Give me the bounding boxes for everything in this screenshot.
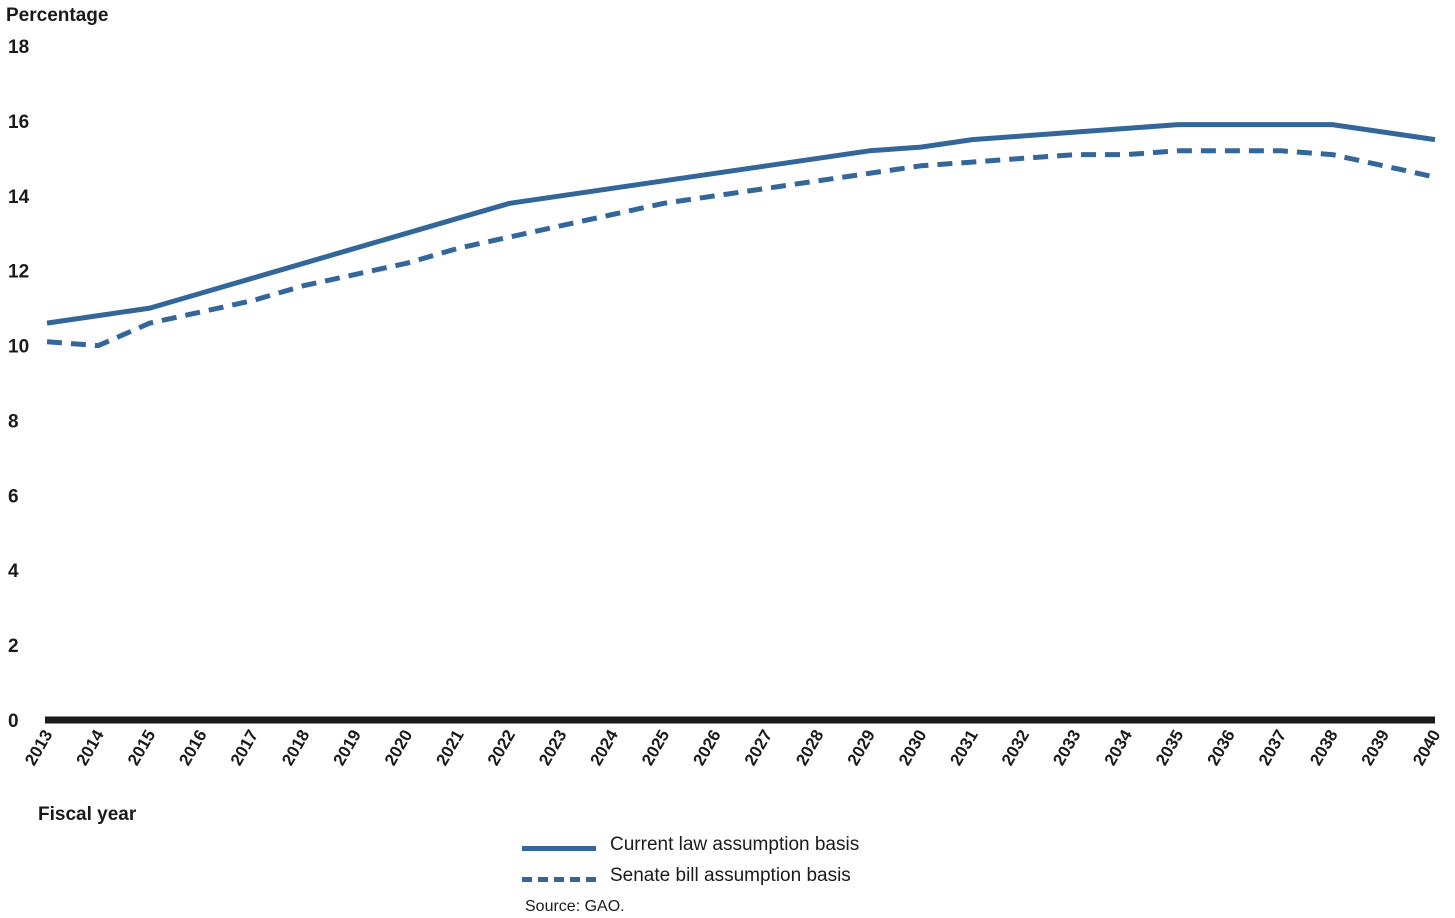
x-tick-label: 2036 xyxy=(1203,727,1238,769)
legend-item-senate-bill: Senate bill assumption basis xyxy=(522,865,942,891)
y-tick-label: 0 xyxy=(8,711,19,732)
x-tick-label: 2014 xyxy=(73,726,109,769)
x-tick-label: 2027 xyxy=(741,727,776,769)
legend-label: Senate bill assumption basis xyxy=(610,865,851,886)
x-tick-label: 2026 xyxy=(689,727,724,769)
y-tick-label: 18 xyxy=(8,37,29,58)
y-axis-title: Percentage xyxy=(6,5,109,26)
x-axis-ticks: 2013 2014 2015 2016 2017 2018 2019 2020 2021 2022… xyxy=(21,726,1444,769)
x-tick-label: 2022 xyxy=(484,727,519,769)
x-tick-label: 2015 xyxy=(124,727,159,769)
series-lines xyxy=(46,122,1436,349)
x-tick-label: 2024 xyxy=(587,726,623,769)
x-tick-label: 2016 xyxy=(175,727,210,769)
series-line-current-law xyxy=(46,122,1436,326)
y-tick-label: 2 xyxy=(8,636,19,657)
series-line-senate-bill xyxy=(46,148,1436,349)
y-tick-label: 16 xyxy=(8,112,29,133)
x-tick-label: 2020 xyxy=(381,727,416,769)
x-tick-label: 2038 xyxy=(1306,727,1341,769)
y-tick-label: 6 xyxy=(8,486,19,507)
y-tick-label: 4 xyxy=(8,561,19,582)
legend-label: Current law assumption basis xyxy=(610,834,860,855)
legend-item-current-law: Current law assumption basis xyxy=(522,834,942,860)
x-tick-label: 2025 xyxy=(638,727,673,769)
legend-swatch-dashed xyxy=(522,877,596,882)
x-tick-label: 2018 xyxy=(278,727,313,769)
y-tick-label: 12 xyxy=(8,262,29,283)
y-tick-label: 8 xyxy=(8,411,19,432)
x-tick-label: 2017 xyxy=(227,727,262,769)
legend-swatch-solid xyxy=(522,846,596,851)
x-tick-label: 2033 xyxy=(1049,727,1084,769)
x-tick-label: 2029 xyxy=(844,727,879,769)
x-axis-title: Fiscal year xyxy=(38,804,137,825)
x-tick-label: 2032 xyxy=(998,727,1033,769)
x-tick-label: 2023 xyxy=(535,727,570,769)
y-tick-label: 10 xyxy=(8,337,29,358)
x-tick-label: 2040 xyxy=(1409,727,1444,769)
source-note: Source: GAO. xyxy=(525,898,625,915)
x-tick-label: 2028 xyxy=(792,727,827,769)
x-tick-label: 2037 xyxy=(1255,727,1290,769)
x-tick-label: 2019 xyxy=(330,727,365,769)
x-tick-label: 2030 xyxy=(895,727,930,769)
x-tick-label: 2021 xyxy=(432,727,467,769)
x-tick-label: 2039 xyxy=(1358,727,1393,769)
x-tick-label: 2035 xyxy=(1152,727,1187,769)
x-tick-label: 2013 xyxy=(21,727,56,769)
y-tick-label: 14 xyxy=(8,187,30,208)
y-axis-ticks: 0 2 4 6 8 10 12 14 16 18 xyxy=(8,37,30,732)
x-tick-label: 2031 xyxy=(946,727,981,769)
x-tick-label: 2034 xyxy=(1101,726,1137,769)
